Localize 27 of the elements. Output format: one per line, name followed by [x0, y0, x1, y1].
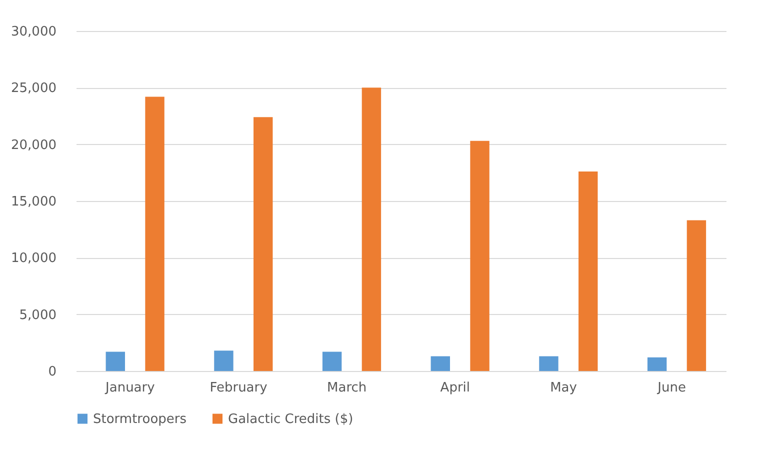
x-tick-label: April	[440, 380, 470, 396]
x-tick-label: June	[656, 380, 686, 396]
legend-label: Galactic Credits ($)	[228, 412, 354, 427]
x-tick-label: February	[210, 380, 268, 396]
x-tick-label: January	[104, 380, 156, 396]
bar	[578, 172, 598, 371]
bar	[647, 357, 667, 371]
y-tick-label: 30,000	[11, 24, 56, 40]
bar	[322, 352, 342, 371]
y-tick-label: 10,000	[11, 251, 56, 266]
bar	[430, 356, 450, 371]
bar	[362, 88, 382, 371]
bar	[214, 350, 234, 371]
bar	[106, 352, 125, 371]
y-tick-label: 15,000	[11, 194, 56, 210]
y-tick-label: 25,000	[11, 81, 56, 96]
bar	[539, 356, 558, 371]
x-tick-label: May	[550, 380, 578, 396]
y-tick-label: 20,000	[11, 138, 56, 153]
legend-label: Stormtroopers	[93, 412, 187, 427]
bar	[145, 96, 164, 371]
x-tick-label: March	[327, 380, 367, 396]
bar	[686, 220, 706, 371]
bar	[254, 117, 273, 371]
bar	[470, 140, 490, 371]
y-tick-label: 0	[48, 364, 56, 380]
y-tick-label: 5,000	[19, 308, 56, 323]
